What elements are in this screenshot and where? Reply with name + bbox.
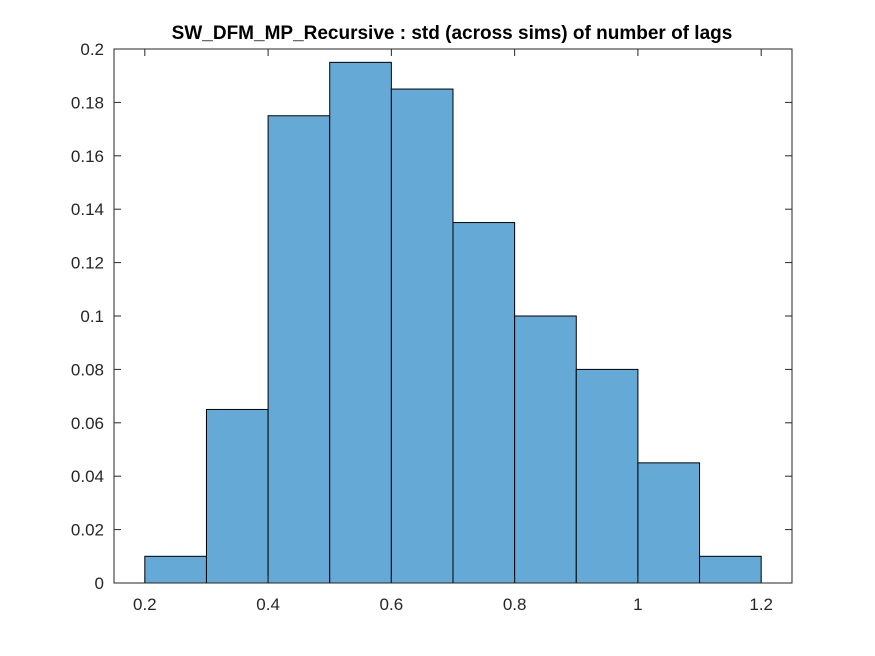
histogram-bar bbox=[205, 408, 269, 584]
histogram-bar bbox=[390, 88, 454, 584]
x-tick-label: 0.6 bbox=[380, 595, 404, 614]
histogram-bar bbox=[637, 462, 701, 584]
y-tick-label: 0.2 bbox=[80, 40, 104, 59]
histogram-bar bbox=[575, 368, 639, 584]
y-tick-label: 0.12 bbox=[71, 254, 104, 273]
histogram-bar bbox=[452, 222, 516, 584]
histogram-bar bbox=[329, 61, 392, 584]
y-tick-label: 0.06 bbox=[71, 414, 104, 433]
y-tick-label: 0.14 bbox=[71, 200, 104, 219]
chart-title: SW_DFM_MP_Recursive : std (across sims) … bbox=[172, 23, 733, 44]
x-tick-label: 1.2 bbox=[749, 595, 773, 614]
histogram-bar bbox=[514, 315, 577, 584]
y-tick-label: 0.16 bbox=[71, 147, 104, 166]
y-tick-label: 0.18 bbox=[71, 93, 104, 112]
histogram-bar bbox=[267, 115, 331, 584]
y-tick-label: 0 bbox=[95, 574, 104, 593]
x-tick-label: 0.8 bbox=[503, 595, 527, 614]
x-tick-label: 0.2 bbox=[133, 595, 157, 614]
bars-group bbox=[144, 61, 762, 584]
x-tick-label: 0.4 bbox=[256, 595, 280, 614]
ticks-group bbox=[114, 48, 792, 584]
y-tick-label: 0.04 bbox=[71, 467, 104, 486]
x-tick-labels: 0.2 0.4 0.6 0.8 1 1.2 bbox=[133, 595, 773, 614]
histogram-bar bbox=[699, 555, 762, 584]
y-tick-label: 0.1 bbox=[80, 307, 104, 326]
x-tick-label: 1 bbox=[633, 595, 642, 614]
y-tick-label: 0.02 bbox=[71, 521, 104, 540]
y-tick-label: 0.08 bbox=[71, 360, 104, 379]
histogram-bar bbox=[144, 555, 207, 584]
y-tick-labels: 0 0.02 0.04 0.06 0.08 0.1 0.12 0.14 0.16 0.18 0.2 bbox=[71, 40, 104, 593]
